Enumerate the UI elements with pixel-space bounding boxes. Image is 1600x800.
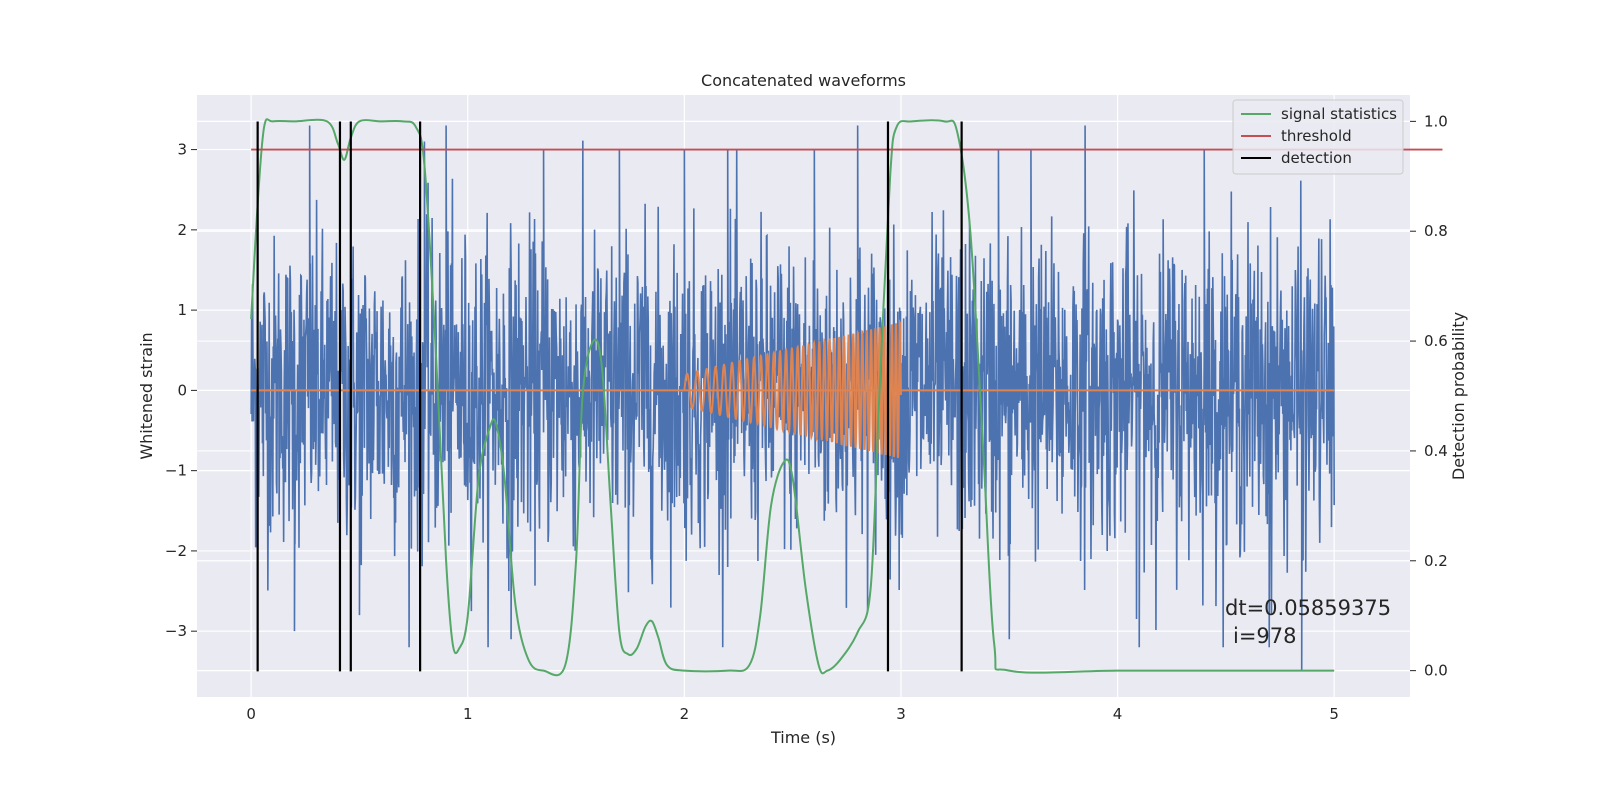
y-left-axis-label: Whitened strain xyxy=(137,332,156,459)
legend-box xyxy=(1232,99,1404,175)
y-right-tick-label: 0.8 xyxy=(1424,222,1448,240)
y-right-tick-label: 1.0 xyxy=(1424,112,1448,130)
chart-title: Concatenated waveforms xyxy=(701,71,906,90)
y-left-tick-label: −2 xyxy=(165,542,187,560)
y-left-tick-label: 3 xyxy=(177,141,187,159)
legend-label-threshold: threshold xyxy=(1281,127,1352,145)
x-tick-label: 3 xyxy=(896,705,906,723)
y-right-axis-label: Detection probability xyxy=(1449,312,1468,480)
y-left-tick-label: 0 xyxy=(177,381,187,399)
x-tick-label: 2 xyxy=(680,705,690,723)
y-left-tick-label: −3 xyxy=(165,622,187,640)
y-right-tick-label: 0.2 xyxy=(1424,552,1448,570)
x-tick-label: 0 xyxy=(246,705,256,723)
y-right-tick-label: 0.0 xyxy=(1424,662,1448,680)
y-right-tick-label: 0.4 xyxy=(1424,442,1448,460)
series-injection-chirp xyxy=(683,318,902,458)
annotation-dt: dt=0.05859375 xyxy=(1225,596,1391,620)
y-right-tick-label: 0.6 xyxy=(1424,332,1448,350)
y-left-tick-label: 2 xyxy=(177,221,187,239)
x-tick-label: 4 xyxy=(1113,705,1123,723)
series-signal-statistics-line xyxy=(250,118,1335,677)
x-tick-label: 5 xyxy=(1329,705,1339,723)
annotation-i: i=978 xyxy=(1233,624,1297,648)
x-axis-label: Time (s) xyxy=(770,728,836,747)
legend-label-signal: signal statistics xyxy=(1281,105,1397,123)
legend-label-detection: detection xyxy=(1281,149,1352,167)
y-left-tick-label: 1 xyxy=(177,301,187,319)
y-left-tick-label: −1 xyxy=(165,462,187,480)
x-tick-label: 1 xyxy=(463,705,473,723)
